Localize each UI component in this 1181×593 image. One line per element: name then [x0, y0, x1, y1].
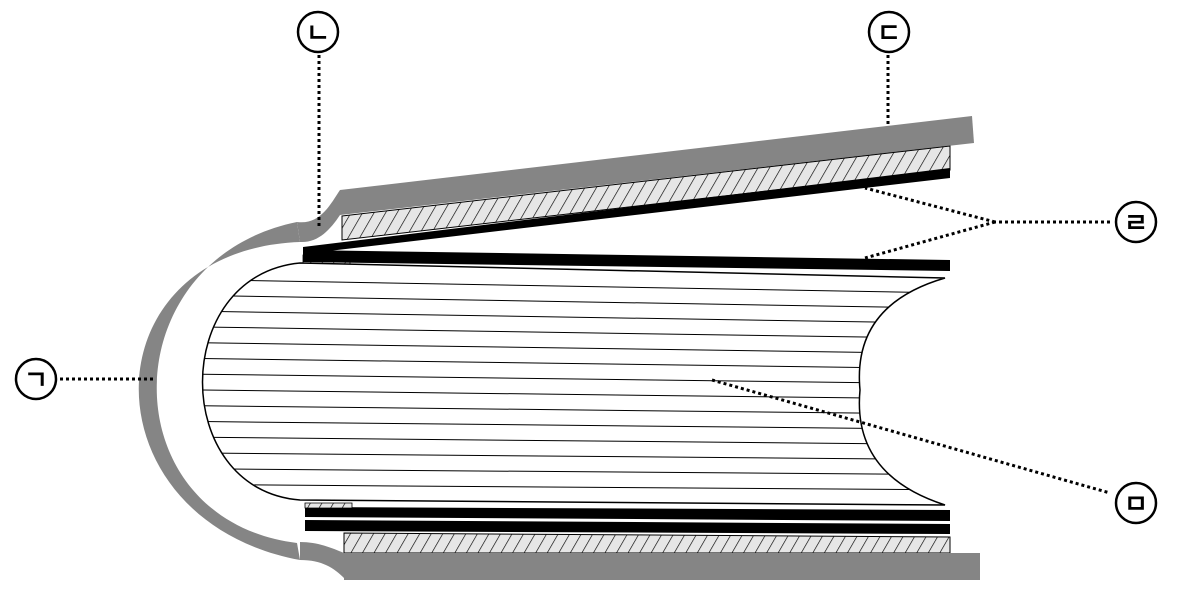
bottom-hinge	[300, 542, 344, 578]
page-line	[202, 341, 945, 355]
label-spine: ㄱ	[14, 357, 58, 401]
svg-text:ㄱ: ㄱ	[24, 366, 48, 396]
svg-text:ㄹ: ㄹ	[1124, 209, 1148, 239]
page-line	[202, 404, 945, 415]
top-cover-board	[340, 116, 974, 215]
bottom-endpaper-upper	[305, 507, 950, 521]
hinge-liner-bottom	[304, 502, 353, 509]
page-line	[202, 325, 945, 339]
page-line	[202, 483, 945, 491]
cover-spine	[138, 222, 300, 560]
leader-endpaper-b	[864, 220, 996, 260]
page-line	[202, 436, 945, 445]
top-endpaper-lower	[303, 250, 950, 271]
label-hinge: ㄴ	[296, 10, 340, 54]
page-line	[202, 373, 945, 385]
label-cover: ㄷ	[867, 10, 911, 54]
bottom-endpaper-lower	[305, 520, 950, 534]
svg-text:ㄷ: ㄷ	[877, 19, 901, 49]
leader-endpaper-a	[864, 186, 996, 224]
svg-text:ㅁ: ㅁ	[1124, 490, 1148, 520]
bottom-cover-board	[344, 553, 980, 580]
page-line	[202, 467, 945, 476]
top-hinge	[297, 190, 340, 243]
leader-text-block	[711, 378, 1111, 495]
page-line	[202, 388, 945, 400]
page-line	[202, 309, 945, 324]
bottom-board-liner	[343, 532, 951, 554]
text-block	[201, 262, 946, 506]
page-line	[202, 278, 945, 294]
page-line	[202, 452, 945, 461]
svg-text:ㄴ: ㄴ	[306, 19, 330, 49]
page-line	[202, 420, 945, 430]
page-line	[202, 357, 945, 370]
label-endpaper: ㄹ	[1114, 200, 1158, 244]
top-endpaper-upper	[303, 168, 950, 254]
label-text-block: ㅁ	[1114, 481, 1158, 525]
page-line	[202, 294, 945, 309]
